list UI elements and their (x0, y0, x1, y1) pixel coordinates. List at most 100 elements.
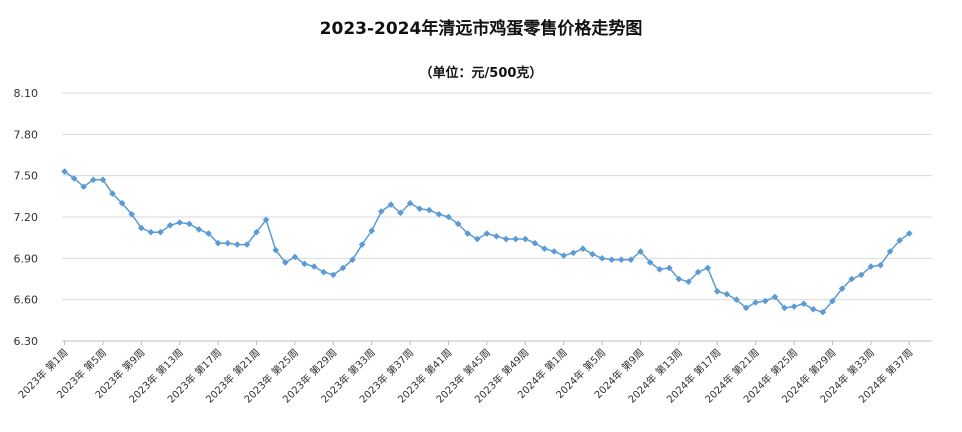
data-point (646, 259, 654, 266)
y-tick-label: 6.30 (14, 335, 39, 348)
data-point (771, 293, 779, 301)
data-point (253, 228, 260, 236)
data-point (886, 248, 894, 255)
data-point (656, 266, 663, 273)
data-point (704, 264, 711, 272)
y-tick-label: 6.60 (14, 294, 39, 307)
data-point (627, 256, 635, 264)
data-point (272, 246, 279, 254)
data-point (483, 230, 491, 237)
data-point (608, 256, 615, 264)
data-point (262, 216, 270, 224)
chart-title: 2023-2024年清远市鸡蛋零售价格走势图 (319, 19, 643, 39)
data-point (445, 213, 452, 221)
data-point (685, 278, 692, 286)
data-point (666, 264, 673, 272)
data-point (752, 299, 759, 306)
data-point (186, 220, 193, 228)
data-point (522, 235, 529, 243)
data-point (675, 275, 683, 283)
data-point (589, 250, 596, 258)
data-point (493, 232, 500, 240)
data-point (99, 176, 107, 184)
chart-subtitle: （单位：元/500克） (419, 66, 543, 81)
y-tick-label: 8.10 (14, 87, 39, 100)
data-point (243, 241, 251, 248)
data-point (906, 230, 913, 237)
data-point (70, 175, 78, 182)
y-tick-label: 7.50 (14, 170, 39, 183)
data-point (147, 228, 155, 236)
data-point (195, 226, 203, 233)
data-point (205, 230, 212, 237)
data-point (416, 205, 423, 213)
data-point (790, 303, 798, 310)
data-point (176, 219, 183, 226)
data-point (618, 256, 625, 264)
data-point (541, 245, 548, 252)
data-point (166, 221, 174, 229)
data-point (464, 230, 471, 237)
data-point (128, 210, 135, 218)
data-point (320, 268, 327, 276)
data-point (781, 304, 788, 312)
data-point (694, 268, 702, 276)
data-point (90, 176, 97, 184)
data-point (234, 241, 241, 248)
data-point (896, 237, 903, 244)
data-point (800, 300, 807, 308)
data-point (560, 252, 567, 259)
y-tick-label: 6.90 (14, 252, 39, 265)
data-point (579, 245, 587, 252)
data-point (214, 239, 222, 247)
data-point (762, 297, 769, 305)
data-point (310, 263, 318, 270)
data-point (474, 235, 481, 243)
data-point (877, 261, 884, 269)
data-point (330, 271, 337, 279)
data-point (810, 306, 817, 313)
data-point (157, 228, 164, 236)
data-point (454, 220, 462, 228)
series-line (64, 170, 910, 313)
data-point (426, 206, 433, 214)
y-tick-label: 7.20 (14, 211, 39, 224)
data-point (550, 248, 558, 255)
data-point (819, 308, 827, 316)
data-point (406, 199, 414, 207)
data-point (570, 249, 577, 257)
data-point (301, 260, 308, 268)
data-point (368, 227, 375, 235)
data-point (733, 296, 740, 303)
data-point (291, 253, 299, 261)
data-point (867, 263, 875, 270)
data-point (80, 183, 87, 190)
data-point (118, 199, 126, 207)
data-point (858, 271, 865, 279)
data-point (531, 239, 539, 247)
data-point (829, 297, 836, 305)
data-point (742, 304, 750, 312)
data-point (714, 288, 721, 295)
data-point (378, 208, 385, 215)
data-point (358, 241, 366, 248)
data-point (397, 209, 404, 217)
data-point (387, 201, 395, 208)
data-point (838, 285, 846, 292)
data-point (723, 290, 731, 298)
data-point (435, 210, 443, 218)
data-point (61, 168, 68, 175)
data-point (502, 235, 510, 243)
data-point (109, 190, 116, 197)
data-point (637, 248, 644, 255)
data-point (339, 264, 347, 272)
data-point (848, 275, 855, 283)
y-tick-label: 7.80 (14, 128, 39, 141)
data-point (598, 255, 606, 262)
data-point (138, 224, 145, 232)
data-point (512, 235, 519, 243)
data-point (224, 239, 231, 247)
data-point (349, 256, 356, 264)
